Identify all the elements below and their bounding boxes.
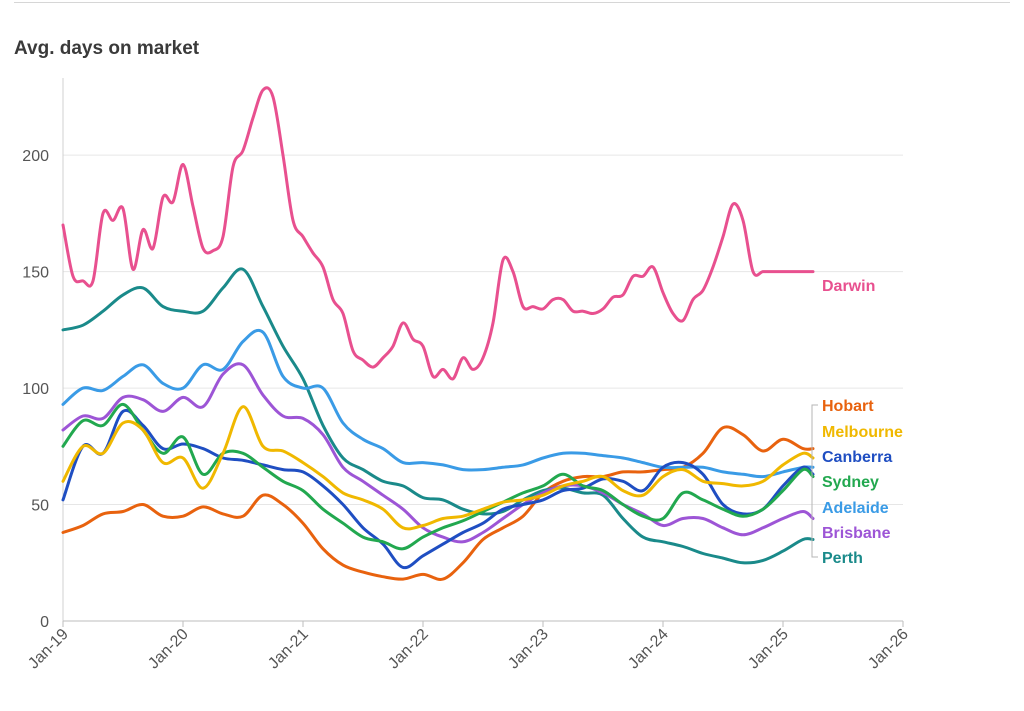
x-tick-label: Jan-26: [865, 626, 912, 673]
y-tick-label: 150: [22, 265, 49, 282]
x-tick-label: Jan-23: [505, 626, 552, 673]
series-line-darwin: [61, 86, 815, 381]
series-line-adelaide: [61, 328, 815, 479]
series-lines: [61, 86, 815, 581]
series-label-sydney: Sydney: [822, 474, 879, 491]
y-tick-label: 200: [22, 148, 49, 165]
axes: [62, 78, 904, 627]
series-label-melbourne: Melbourne: [822, 424, 903, 441]
x-tick-label: Jan-20: [145, 626, 192, 673]
top-divider: [14, 2, 1010, 3]
series-label-canberra: Canberra: [822, 449, 892, 466]
series-line-hobart: [61, 425, 815, 581]
series-label-perth: Perth: [822, 550, 863, 567]
y-tick-label: 100: [22, 381, 49, 398]
series-label-adelaide: Adelaide: [822, 500, 889, 517]
label-bracket: [811, 404, 818, 558]
x-tick-label: Jan-22: [385, 626, 432, 673]
x-tick-label: Jan-25: [745, 626, 792, 673]
series-labels: Darwin Hobart Melbourne Canberra Sydney Adela…: [811, 278, 903, 567]
series-line-melbourne: [61, 405, 815, 531]
x-tick-label: Jan-21: [265, 626, 312, 673]
grid-lines: [63, 154, 903, 506]
series-line-brisbane: [61, 362, 815, 544]
x-tick-label: Jan-24: [625, 626, 672, 673]
y-tick-label: 0: [40, 614, 49, 631]
x-tick-label: Jan-19: [25, 626, 72, 673]
series-label-darwin: Darwin: [822, 278, 875, 295]
series-line-sydney: [61, 402, 815, 551]
series-line-perth: [61, 267, 815, 565]
y-axis-tick-labels: 0 50 100 150 200: [22, 148, 49, 631]
series-label-hobart: Hobart: [822, 398, 874, 415]
series-line-canberra: [61, 408, 815, 570]
series-label-brisbane: Brisbane: [822, 525, 891, 542]
chart-title: Avg. days on market: [14, 38, 200, 59]
x-axis-tick-labels: Jan-19 Jan-20 Jan-21 Jan-22 Jan-23 Jan-24 Jan-…: [25, 626, 912, 673]
y-tick-label: 50: [31, 498, 49, 515]
